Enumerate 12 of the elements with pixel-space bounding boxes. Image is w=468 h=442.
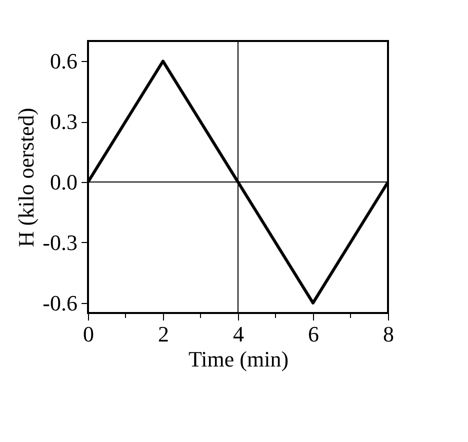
x-tick-label: 4 (233, 322, 244, 346)
x-tick-label: 8 (383, 322, 394, 346)
x-tick-label: 2 (158, 322, 169, 346)
y-tick-label: 0.6 (50, 48, 78, 74)
y-tick-label: -0.6 (42, 290, 78, 316)
y-tick-label: 0.3 (50, 109, 78, 134)
y-tick-label: 0.0 (50, 170, 78, 195)
y-axis-title: H (kilo oersted) (14, 108, 39, 248)
x-tick-label: 0 (83, 322, 94, 346)
x-axis-title: Time (min) (188, 346, 289, 372)
x-tick-label: 6 (308, 322, 319, 346)
y-tick-label: -0.3 (42, 230, 78, 255)
